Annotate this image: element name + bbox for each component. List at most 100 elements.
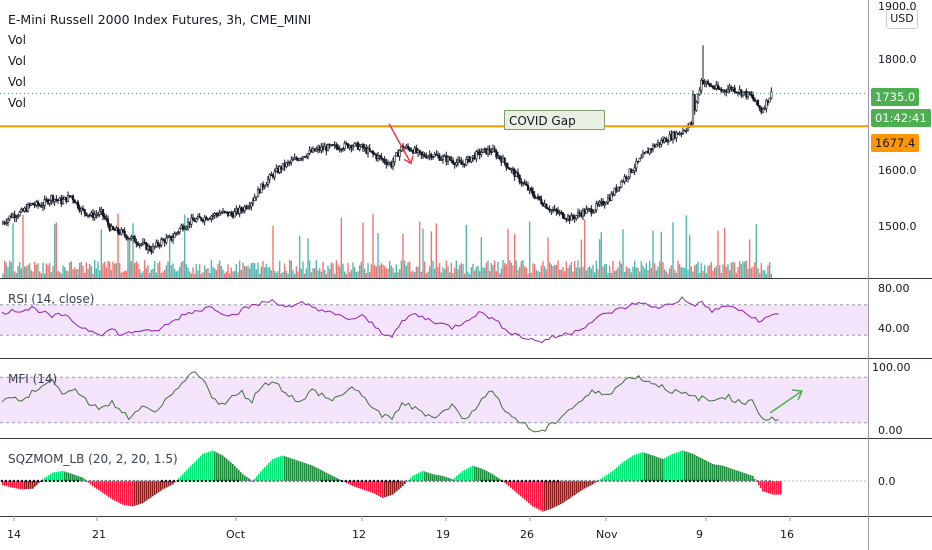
- volume-bar: [590, 268, 593, 278]
- squeeze-dot: [372, 479, 376, 483]
- candle-body: [500, 158, 503, 163]
- sqz-bar: [578, 481, 580, 493]
- sqz-bar: [366, 481, 368, 491]
- candle-body: [126, 237, 130, 240]
- sqz-bar: [430, 473, 432, 481]
- squeeze-dot: [236, 479, 240, 483]
- squeeze-dot: [684, 479, 688, 483]
- volume-bar: [462, 263, 464, 278]
- squeeze-dot: [288, 479, 292, 483]
- candle-body: [305, 156, 308, 159]
- volume-bar: [148, 272, 151, 278]
- sqz-bar: [570, 481, 572, 498]
- sqz-bar: [318, 468, 320, 481]
- green-arrow-head: [791, 389, 804, 401]
- candle-body: [361, 144, 365, 149]
- sqz-bar: [94, 481, 96, 488]
- candle-body: [761, 108, 765, 113]
- sqz-bar: [602, 477, 604, 481]
- candle-body: [671, 132, 675, 140]
- volume-bar: [615, 269, 618, 278]
- sqz-bar: [346, 481, 348, 484]
- candle-body: [748, 91, 751, 96]
- candle-body: [365, 147, 368, 154]
- candle-body: [110, 226, 113, 231]
- covid-gap-annotation[interactable]: COVID Gap: [504, 110, 605, 130]
- squeeze-dot: [268, 479, 272, 483]
- candle-body: [721, 89, 725, 92]
- volume-bar: [42, 262, 44, 278]
- volume-bar: [487, 260, 489, 278]
- candle-body: [451, 160, 455, 164]
- candle-body: [710, 85, 713, 88]
- volume-bar: [702, 270, 704, 278]
- currency-badge[interactable]: USD: [886, 9, 918, 29]
- squeeze-dot: [720, 479, 724, 483]
- candle-body: [180, 225, 183, 229]
- volume-bar: [418, 221, 421, 278]
- volume-bar: [633, 260, 636, 278]
- candle-body: [30, 202, 33, 206]
- sqz-bar: [780, 481, 782, 495]
- volume-bar: [302, 261, 304, 278]
- candle-body: [343, 142, 346, 149]
- candle-body: [440, 159, 443, 161]
- volume-bar: [62, 265, 64, 278]
- volume-bar: [578, 267, 581, 278]
- sqz-bar: [168, 481, 170, 487]
- squeeze-dot: [340, 479, 344, 483]
- volume-bar: [752, 266, 754, 278]
- sqz-bar: [542, 481, 544, 512]
- volume-bar: [387, 268, 389, 278]
- sqz-bar: [562, 481, 564, 504]
- volume-bar: [678, 264, 681, 278]
- candle-body: [523, 182, 526, 185]
- candle-body: [258, 189, 261, 194]
- candle-body: [116, 227, 120, 233]
- sqz-bar: [368, 481, 370, 492]
- volume-bar: [638, 271, 641, 278]
- candle-body: [70, 195, 73, 198]
- candle-body: [133, 236, 136, 243]
- volume-bar: [248, 268, 251, 278]
- sqz-bar: [340, 479, 342, 481]
- sqz-bar: [752, 475, 754, 481]
- sqz-bar: [730, 468, 732, 481]
- candle-body: [665, 138, 668, 142]
- sqz-bar: [310, 465, 312, 481]
- sqz-bar: [316, 467, 318, 481]
- volume-bar: [368, 272, 371, 278]
- sqz-bar: [102, 481, 104, 493]
- candle-body: [473, 155, 476, 160]
- candle-body: [415, 147, 418, 153]
- sqz-bar: [694, 454, 696, 481]
- candle-body: [145, 242, 148, 250]
- candle-body: [310, 150, 313, 153]
- volume-bar: [222, 269, 224, 278]
- volume-bar: [245, 266, 248, 278]
- volume-bar: [178, 266, 181, 278]
- volume-bar: [47, 265, 49, 278]
- squeeze-dot: [284, 479, 288, 483]
- volume-bar: [542, 261, 544, 278]
- sqz-bar: [768, 481, 770, 494]
- sqz-bar: [376, 481, 378, 495]
- candle-body: [745, 91, 748, 98]
- sqz-bar: [706, 460, 708, 481]
- candle-body: [285, 162, 288, 168]
- volume-bar: [208, 272, 211, 278]
- sqz-bar: [680, 451, 682, 481]
- volume-bar: [658, 261, 661, 278]
- squeeze-dot: [460, 479, 464, 483]
- candle-body: [188, 221, 191, 225]
- candle-body: [763, 108, 766, 110]
- squeeze-dot: [576, 479, 580, 483]
- countdown-tag: 01:42:41: [871, 109, 931, 127]
- volume-bar: [747, 268, 749, 278]
- volume-bar: [458, 265, 461, 278]
- sqz-bar: [198, 457, 200, 481]
- squeeze-dot: [36, 479, 40, 483]
- volume-bar: [123, 270, 126, 278]
